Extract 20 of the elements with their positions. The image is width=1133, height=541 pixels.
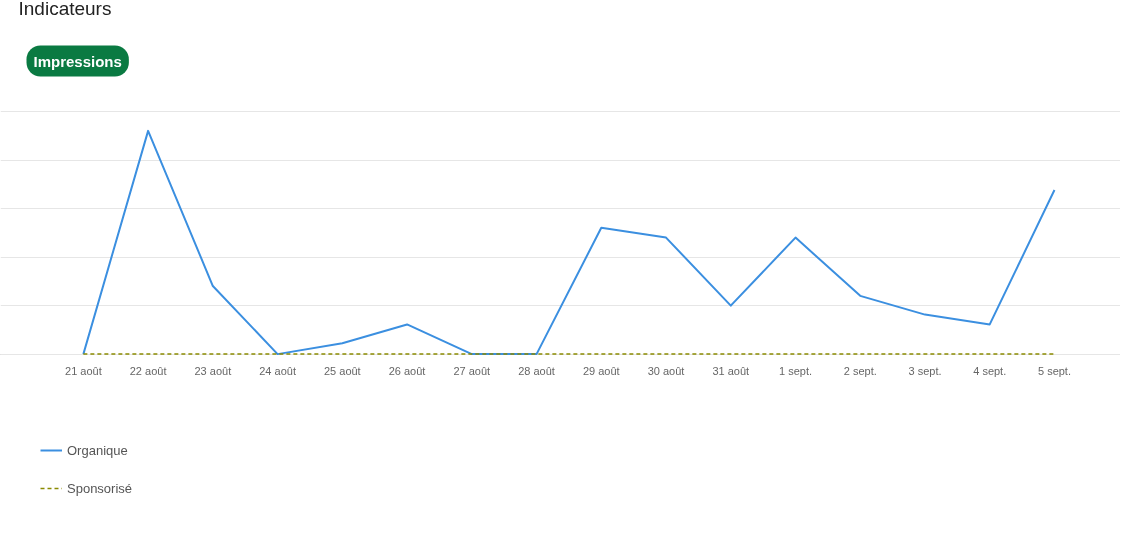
x-tick-label: 25 août: [323, 365, 361, 378]
x-tick-label: 27 août: [453, 365, 491, 378]
x-tick-label: 24 août: [259, 365, 296, 378]
x-tick-label: 28 août: [518, 365, 555, 378]
x-tick-label: 22 août: [129, 365, 167, 378]
x-tick-label: 30 août: [647, 365, 685, 378]
x-tick-label: 26 août: [388, 365, 426, 378]
x-tick-label: 1 sept.: [779, 365, 813, 378]
legend-label: Organique: [67, 442, 128, 458]
x-tick-label: 31 août: [712, 365, 750, 378]
x-tick-label: 23 août: [194, 365, 232, 378]
x-tick-label: 2 sept.: [843, 365, 877, 378]
x-tick-label: 29 août: [582, 365, 620, 378]
text: Impressions: [33, 52, 122, 70]
chart-title: Indicateurs: [18, 0, 112, 19]
legend-label: Sponsorisé: [67, 480, 133, 496]
x-tick-label: 21 août: [65, 365, 102, 378]
x-tick-label: 3 sept.: [908, 365, 942, 378]
x-tick-label: 5 sept.: [1037, 365, 1071, 378]
x-tick-label: 4 sept.: [973, 365, 1007, 378]
